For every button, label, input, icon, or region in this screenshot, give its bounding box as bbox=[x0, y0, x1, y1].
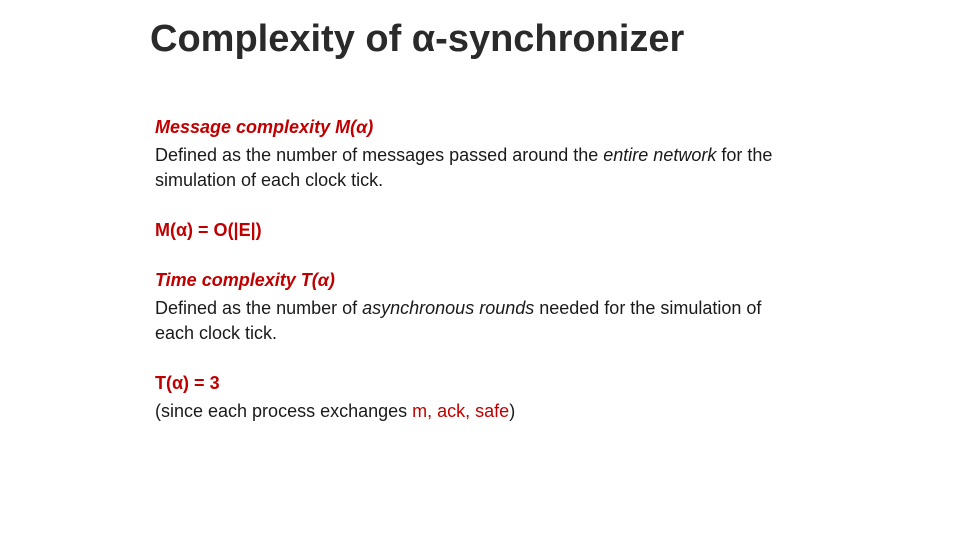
msg-complexity-heading: Message complexity M(α) bbox=[155, 117, 373, 137]
msg-complexity-def: Defined as the number of messages passed… bbox=[155, 143, 795, 192]
msg-complexity-equation: M(α) = O(|E|) bbox=[155, 220, 262, 240]
message-complexity-block: Message complexity M(α) Defined as the n… bbox=[155, 115, 795, 192]
time-note-part2: ) bbox=[509, 401, 515, 421]
slide: Complexity of α-synchronizer Message com… bbox=[0, 0, 960, 540]
msg-def-part1: Defined as the number of messages passed… bbox=[155, 145, 603, 165]
msg-complexity-equation-block: M(α) = O(|E|) bbox=[155, 218, 795, 242]
time-note-emph: m, ack, safe bbox=[412, 401, 509, 421]
time-complexity-heading: Time complexity T(α) bbox=[155, 270, 335, 290]
time-complexity-equation-block: T(α) = 3 (since each process exchanges m… bbox=[155, 371, 795, 424]
time-note-part1: (since each process exchanges bbox=[155, 401, 412, 421]
slide-body: Message complexity M(α) Defined as the n… bbox=[155, 115, 795, 450]
msg-def-emph: entire network bbox=[603, 145, 716, 165]
time-complexity-equation: T(α) = 3 bbox=[155, 373, 220, 393]
time-def-emph: asynchronous rounds bbox=[362, 298, 534, 318]
slide-title: Complexity of α-synchronizer bbox=[150, 18, 684, 61]
time-complexity-def: Defined as the number of asynchronous ro… bbox=[155, 296, 795, 345]
time-def-part1: Defined as the number of bbox=[155, 298, 362, 318]
time-complexity-note: (since each process exchanges m, ack, sa… bbox=[155, 399, 795, 423]
time-complexity-block: Time complexity T(α) Defined as the numb… bbox=[155, 268, 795, 345]
